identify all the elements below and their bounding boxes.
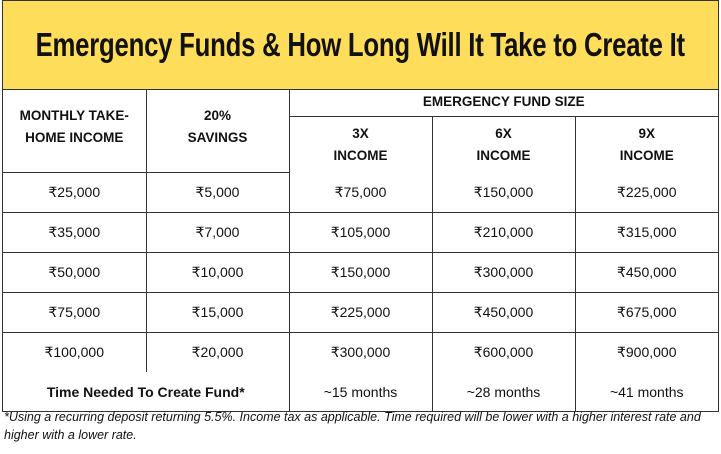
cell-income: ₹25,000 [3, 172, 147, 213]
header-6x-line2: INCOME [476, 147, 531, 163]
cell-fund-3x: ₹300,000 [288, 332, 433, 372]
table-row: ₹25,000 ₹5,000 ₹75,000 ₹150,000 ₹225,000 [3, 172, 718, 213]
time-9x: ~41 months [574, 372, 718, 411]
cell-income: ₹35,000 [3, 212, 147, 253]
header-9x-line2: INCOME [619, 147, 674, 163]
header-fund-size: EMERGENCY FUND SIZE [288, 90, 718, 118]
cell-savings: ₹15,000 [145, 292, 290, 333]
footnote: *Using a recurring deposit returning 5.5… [4, 410, 701, 442]
cell-savings: ₹7,000 [145, 212, 290, 253]
table-row: ₹50,000 ₹10,000 ₹150,000 ₹300,000 ₹450,000 [3, 252, 718, 293]
header-savings-line2: SAVINGS [187, 130, 248, 145]
header-savings-line1: 20% [203, 108, 232, 123]
cell-fund-6x: ₹600,000 [431, 332, 576, 372]
cell-fund-6x: ₹210,000 [431, 212, 576, 253]
cell-savings: ₹20,000 [145, 332, 290, 372]
cell-income: ₹50,000 [3, 252, 147, 293]
table-row: ₹35,000 ₹7,000 ₹105,000 ₹210,000 ₹315,000 [3, 212, 718, 253]
header-3x-line1: 3X [352, 125, 369, 141]
header-income-line1: MONTHLY TAKE- [19, 108, 129, 123]
cell-fund-9x: ₹225,000 [574, 172, 718, 213]
cell-fund-3x: ₹225,000 [288, 292, 433, 333]
header-9x-line1: 9X [638, 125, 655, 141]
fund-table: MONTHLY TAKE- HOME INCOME 20% SAVINGS EM… [3, 90, 718, 411]
cell-fund-9x: ₹900,000 [574, 332, 718, 372]
header-6x: 6X INCOME [431, 116, 576, 173]
table-row: ₹75,000 ₹15,000 ₹225,000 ₹450,000 ₹675,000 [3, 292, 718, 333]
time-row-label: Time Needed To Create Fund* [3, 372, 290, 411]
cell-fund-6x: ₹300,000 [431, 252, 576, 293]
cell-income: ₹100,000 [3, 332, 147, 372]
header-income: MONTHLY TAKE- HOME INCOME [3, 90, 147, 173]
time-3x: ~15 months [288, 372, 433, 411]
header-6x-line1: 6X [495, 125, 512, 141]
header-income-line2: HOME INCOME [25, 130, 124, 145]
header-row: MONTHLY TAKE- HOME INCOME 20% SAVINGS EM… [3, 90, 718, 173]
time-6x: ~28 months [431, 372, 576, 411]
time-row: Time Needed To Create Fund* ~15 months ~… [3, 372, 718, 411]
header-savings: 20% SAVINGS [145, 90, 290, 173]
cell-fund-6x: ₹150,000 [431, 172, 576, 213]
page-title: Emergency Funds & How Long Will It Take … [35, 26, 686, 63]
cell-savings: ₹10,000 [145, 252, 290, 293]
cell-fund-9x: ₹675,000 [574, 292, 718, 333]
cell-income: ₹75,000 [3, 292, 147, 333]
subheader-row: 3X INCOME 6X INCOME 9X INCOME [3, 116, 718, 173]
cell-fund-9x: ₹450,000 [574, 252, 718, 293]
cell-fund-3x: ₹150,000 [288, 252, 433, 293]
cell-fund-3x: ₹105,000 [288, 212, 433, 253]
cell-savings: ₹5,000 [145, 172, 290, 213]
table-row: ₹100,000 ₹20,000 ₹300,000 ₹600,000 ₹900,000 [3, 332, 718, 372]
cell-fund-6x: ₹450,000 [431, 292, 576, 333]
cell-fund-3x: ₹75,000 [288, 172, 433, 213]
cell-fund-9x: ₹315,000 [574, 212, 718, 253]
emergency-fund-table-card: Emergency Funds & How Long Will It Take … [2, 0, 719, 412]
title-banner: Emergency Funds & How Long Will It Take … [3, 1, 718, 90]
header-9x: 9X INCOME [574, 116, 718, 173]
header-3x: 3X INCOME [289, 116, 433, 173]
header-3x-line2: INCOME [333, 147, 388, 163]
